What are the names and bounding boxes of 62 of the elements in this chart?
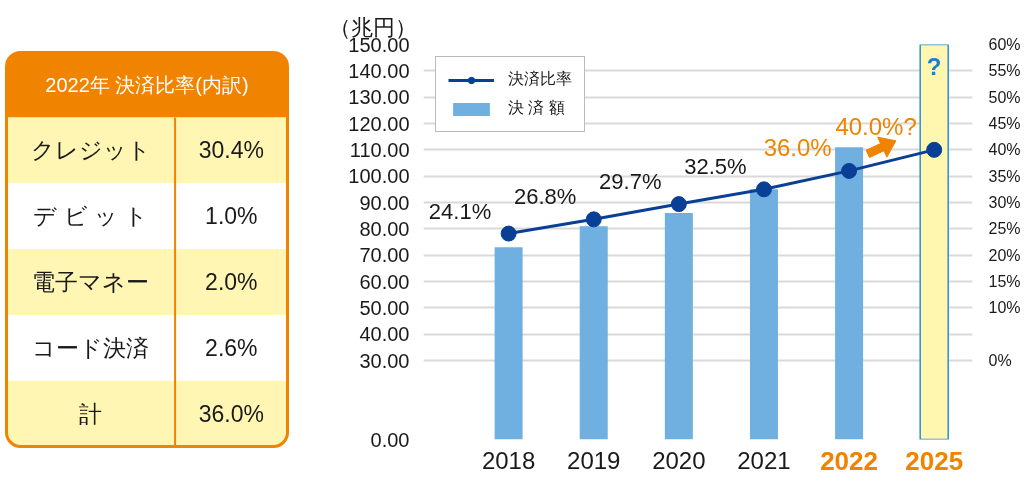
- x-tick-label: 2025: [905, 446, 964, 477]
- bar: [749, 189, 778, 440]
- y2-tick-label: 10%: [988, 299, 1021, 317]
- text: 計: [79, 400, 103, 427]
- band-label: ?: [926, 52, 942, 80]
- text: 2022年 決済比率(内訳): [45, 74, 249, 96]
- x-tick-label: 2020: [652, 447, 706, 475]
- y-tick-label: 110.00: [349, 138, 410, 161]
- x-tick-label: 2022: [820, 446, 879, 477]
- text: 36.0%: [198, 400, 264, 427]
- y2-tick-label: 0%: [988, 352, 1012, 369]
- legend-label: 決済比率: [508, 69, 572, 89]
- bar: [579, 226, 608, 440]
- data-label: 32.5%: [684, 154, 747, 180]
- y2-tick-label: 20%: [988, 246, 1021, 264]
- point: [585, 211, 602, 228]
- point: [670, 196, 687, 213]
- text: 2.0%: [205, 269, 258, 295]
- point: [841, 162, 858, 179]
- data-label: 40.0%?: [835, 112, 917, 140]
- data-label: 24.1%: [428, 198, 492, 224]
- y-tick-label: 100.00: [348, 165, 410, 188]
- y2-tick-label: 55%: [988, 62, 1021, 80]
- bar: [835, 147, 864, 440]
- y2-tick-label: 25%: [988, 220, 1021, 238]
- x-tick-label: 2021: [737, 447, 791, 475]
- y-tick-label: 30.00: [359, 349, 410, 372]
- data-label: 36.0%: [763, 133, 832, 161]
- y-tick-label: 50.00: [359, 296, 410, 319]
- legend-label: 決 済 額: [508, 98, 565, 118]
- text: 電子マネー: [32, 269, 150, 295]
- x-tick-label: 2018: [481, 447, 536, 475]
- data-label: 26.8%: [513, 184, 577, 210]
- y2-tick-label: 50%: [988, 88, 1021, 106]
- y-tick-label: 120.00: [348, 112, 410, 135]
- y-tick-label: 90.00: [359, 191, 410, 214]
- point: [500, 225, 517, 242]
- y2-tick-label: 60%: [988, 36, 1021, 53]
- y-tick-label: 60.00: [359, 270, 410, 293]
- point: [755, 181, 772, 198]
- y2-tick-label: 30%: [988, 194, 1021, 211]
- bar: [494, 247, 523, 440]
- y-tick-label: 130.00: [348, 86, 410, 109]
- text: 1.0%: [205, 203, 258, 230]
- y-tick-label: 80.00: [359, 217, 410, 240]
- text: 30.4%: [198, 137, 264, 164]
- y-tick-label: 0.00: [370, 428, 410, 451]
- text: デ ビ ッ ト: [33, 203, 149, 230]
- y2-tick-label: 15%: [988, 273, 1021, 290]
- bar: [664, 213, 693, 440]
- x-tick-label: 2019: [567, 447, 621, 475]
- text: コード決済: [32, 334, 150, 361]
- y2-tick-label: 45%: [988, 115, 1021, 132]
- y-tick-label: 70.00: [359, 244, 410, 267]
- y2-tick-label: 35%: [988, 167, 1021, 185]
- point: [926, 141, 943, 158]
- y-tick-label: 140.00: [348, 59, 410, 82]
- y2-tick-label: 40%: [988, 141, 1021, 159]
- text: クレジット: [30, 137, 151, 164]
- data-label: 29.7%: [599, 169, 662, 195]
- text: 2.6%: [205, 334, 258, 361]
- y-tick-label: 40.00: [359, 323, 410, 346]
